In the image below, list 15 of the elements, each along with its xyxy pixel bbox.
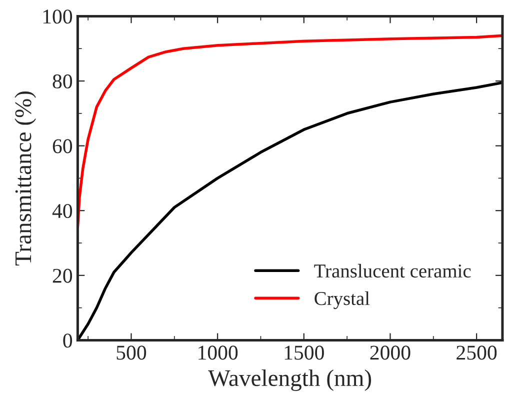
y-tick-label: 80 bbox=[52, 74, 72, 88]
x-tick-label: 2000 bbox=[370, 346, 410, 360]
x-axis-title: Wavelength (nm) bbox=[208, 370, 372, 391]
y-tick-label: 40 bbox=[52, 204, 72, 218]
x-tick-label: 1500 bbox=[284, 346, 324, 360]
x-tick-label: 2500 bbox=[456, 346, 497, 360]
y-tick-label: 20 bbox=[52, 268, 72, 283]
y-tick-label: 60 bbox=[52, 139, 72, 154]
legend-label: Crystal bbox=[314, 291, 370, 310]
x-tick-label: 500 bbox=[116, 346, 146, 360]
y-axis-title: Transmittance (%) bbox=[14, 91, 36, 266]
legend-label: Translucent ceramic bbox=[314, 264, 471, 278]
y-tick-label: 0 bbox=[63, 334, 72, 348]
y-tick-label: 100 bbox=[43, 10, 72, 24]
x-tick-label: 1000 bbox=[198, 346, 238, 360]
